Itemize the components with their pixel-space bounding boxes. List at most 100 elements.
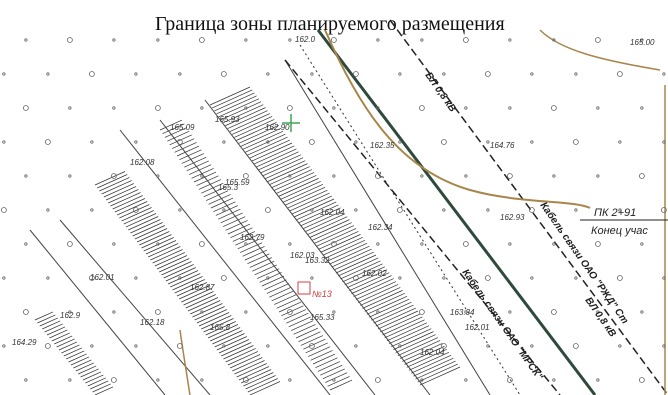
survey-point (200, 106, 204, 110)
hatch-stroke (119, 204, 150, 219)
survey-point (618, 344, 622, 348)
survey-point (244, 38, 248, 42)
hatch-stroke (34, 311, 54, 321)
dotted-boundary (299, 44, 521, 395)
hatch-stroke (397, 337, 439, 356)
hatch-stroke (97, 174, 128, 189)
hatch-stroke (116, 201, 148, 216)
hatch-stroke (141, 234, 172, 249)
survey-point (88, 275, 95, 281)
survey-point (596, 106, 600, 110)
hatch-stroke (152, 249, 183, 264)
hatch-stroke (391, 328, 432, 348)
hatch-stroke (362, 290, 403, 309)
hatch-stroke (293, 198, 335, 218)
station-label: №13 (312, 289, 332, 299)
elevation-label: 165.8 (210, 323, 231, 332)
hatch-stroke (254, 264, 277, 276)
survey-point (112, 310, 116, 314)
survey-point (572, 139, 579, 145)
hatch-stroke (309, 219, 350, 238)
survey-point (242, 377, 249, 383)
hatch-stroke (167, 270, 199, 285)
survey-point (662, 276, 666, 280)
survey-point (464, 106, 468, 110)
survey-point (550, 105, 557, 111)
hatch-stroke (404, 346, 445, 365)
hatch-stroke (278, 301, 302, 313)
hatch-stroke (49, 329, 68, 339)
hatch-stroke (273, 172, 315, 191)
survey-point (88, 71, 95, 77)
hatch-stroke (172, 276, 203, 291)
hatch-stroke (305, 342, 328, 354)
hatch-stroke (218, 208, 241, 220)
hatch-stroke (235, 234, 258, 246)
survey-point (376, 38, 380, 42)
survey-point (330, 37, 337, 43)
hatch-stroke (174, 279, 205, 294)
hatch-stroke (161, 261, 192, 276)
hatch-stroke (183, 291, 214, 306)
survey-point (398, 140, 402, 144)
hatch-stroke (190, 300, 221, 315)
survey-point (528, 207, 535, 213)
hatch-stroke (243, 372, 274, 387)
survey-point (440, 139, 447, 145)
survey-point (308, 343, 315, 349)
hatch-stroke (230, 227, 253, 239)
hatch-stroke (73, 359, 92, 369)
survey-point (332, 174, 336, 178)
hatch-stroke (218, 339, 250, 354)
survey-point (156, 38, 160, 42)
hatch-stroke (298, 204, 339, 224)
survey-point (244, 106, 248, 110)
hatch-stroke (333, 251, 374, 271)
survey-point (200, 310, 204, 314)
survey-point (288, 174, 292, 178)
survey-point (242, 173, 249, 179)
hatch-stroke (249, 139, 290, 159)
survey-point (112, 38, 116, 42)
hatch-stroke (130, 219, 161, 234)
hatch-stroke (165, 267, 197, 282)
hatch-stroke (194, 306, 225, 321)
survey-point (220, 71, 227, 77)
hatch-stroke (283, 309, 307, 320)
hatch-stroke (92, 383, 111, 393)
survey-point (464, 310, 468, 314)
hatch-stroke (181, 288, 212, 303)
hatch-stroke (212, 330, 243, 345)
hatch-stroke (103, 183, 135, 198)
hatch-stroke (346, 269, 388, 289)
survey-point (2, 72, 6, 76)
survey-point (354, 208, 358, 212)
hatch-stroke (344, 266, 385, 286)
hatch-stroke (256, 148, 297, 168)
hatch-stroke (329, 245, 370, 265)
hatch-stroke (269, 166, 310, 185)
hatch-stroke (229, 354, 261, 369)
hatch-stroke (324, 239, 366, 259)
hatch-stroke (402, 343, 443, 362)
hatch-stroke (215, 205, 239, 216)
survey-point (0, 207, 7, 213)
hatch-stroke (399, 340, 441, 359)
hatch-stroke (159, 119, 183, 131)
hatch-stroke (417, 363, 458, 383)
hatch-stroke (269, 286, 292, 298)
survey-point (596, 378, 600, 382)
hatch-stroke (90, 380, 109, 390)
hatch-stroke (46, 326, 66, 336)
hatch-stroke (236, 122, 277, 141)
hatch-stroke (265, 160, 306, 180)
survey-point (618, 208, 622, 212)
hatch-stroke (252, 260, 275, 272)
hatch-stroke (56, 338, 75, 348)
survey-point (662, 140, 666, 144)
survey-point (2, 344, 6, 348)
survey-point (288, 242, 292, 246)
hatch-stroke (366, 295, 408, 315)
parallel-lines (29, 59, 491, 395)
survey-point (66, 37, 73, 43)
